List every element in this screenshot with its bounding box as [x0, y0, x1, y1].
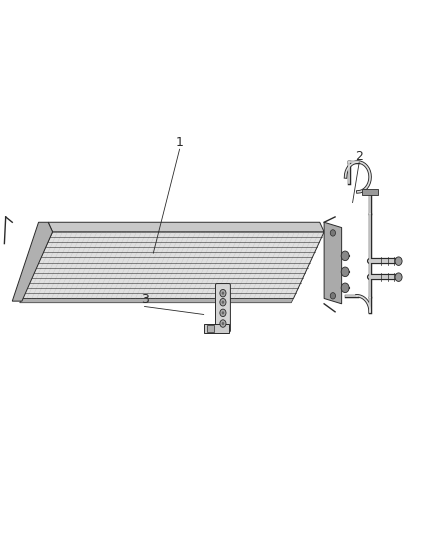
Circle shape [220, 298, 226, 306]
Circle shape [222, 311, 224, 314]
Circle shape [395, 273, 402, 281]
Polygon shape [12, 222, 53, 301]
Text: 3: 3 [141, 294, 148, 306]
Circle shape [220, 320, 226, 327]
Polygon shape [22, 232, 324, 298]
Polygon shape [20, 298, 293, 303]
Circle shape [220, 309, 226, 317]
Text: 2: 2 [355, 150, 363, 163]
Polygon shape [204, 324, 229, 333]
Polygon shape [48, 222, 324, 232]
Bar [207, 325, 214, 332]
Circle shape [330, 293, 336, 299]
FancyBboxPatch shape [215, 284, 230, 332]
Bar [362, 189, 378, 195]
Circle shape [220, 289, 226, 297]
Circle shape [222, 322, 224, 325]
Circle shape [341, 251, 349, 261]
Text: 1: 1 [176, 136, 184, 149]
Circle shape [395, 257, 402, 265]
Polygon shape [324, 222, 342, 304]
Circle shape [341, 267, 349, 277]
Circle shape [222, 292, 224, 295]
Circle shape [222, 301, 224, 304]
Circle shape [341, 283, 349, 293]
Circle shape [330, 230, 336, 236]
